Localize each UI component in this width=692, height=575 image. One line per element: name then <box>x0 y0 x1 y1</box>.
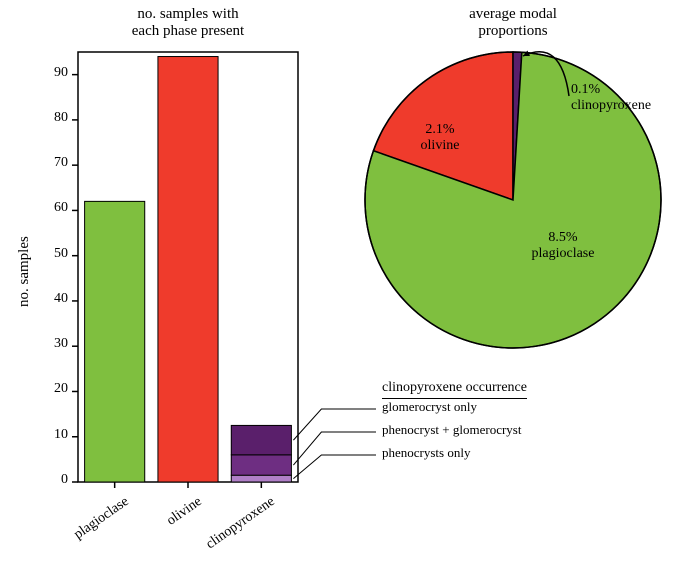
pie-label-olivine: 2.1%olivine <box>395 122 485 154</box>
pie-label-clinopyroxene: 0.1%clinopyroxene <box>571 82 692 114</box>
pie-label-plagioclase: 8.5%plagioclase <box>503 230 623 262</box>
